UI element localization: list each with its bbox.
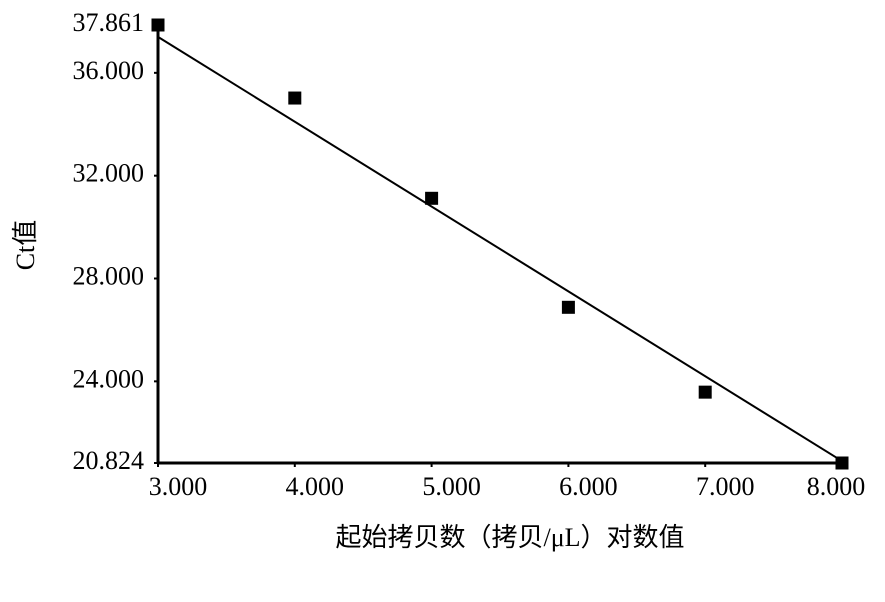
x-tick-label: 3.000 (149, 472, 208, 501)
x-axis-title: 起始拷贝数（拷贝/μL）对数值 (335, 523, 684, 552)
point (425, 191, 439, 205)
point (698, 385, 712, 399)
point (288, 91, 302, 105)
point (561, 300, 575, 314)
point (151, 18, 165, 32)
y-tick-label: 28.000 (73, 261, 145, 290)
y-tick-label: 20.824 (73, 446, 145, 475)
x-tick-label: 5.000 (422, 472, 481, 501)
x-tick-label: 6.000 (559, 472, 618, 501)
x-tick-label: 7.000 (696, 472, 755, 501)
fit-line (157, 36, 843, 462)
y-tick-label: 36.000 (73, 56, 145, 85)
x-tick-label: 8.000 (807, 472, 866, 501)
y-axis-title: Ct值 (11, 220, 40, 271)
y-tick-label: 24.000 (73, 364, 145, 393)
y-tick-label: 32.000 (73, 159, 145, 188)
y-tick-label: 37.861 (73, 8, 145, 37)
x-tick-label: 4.000 (286, 472, 345, 501)
point (835, 456, 849, 470)
